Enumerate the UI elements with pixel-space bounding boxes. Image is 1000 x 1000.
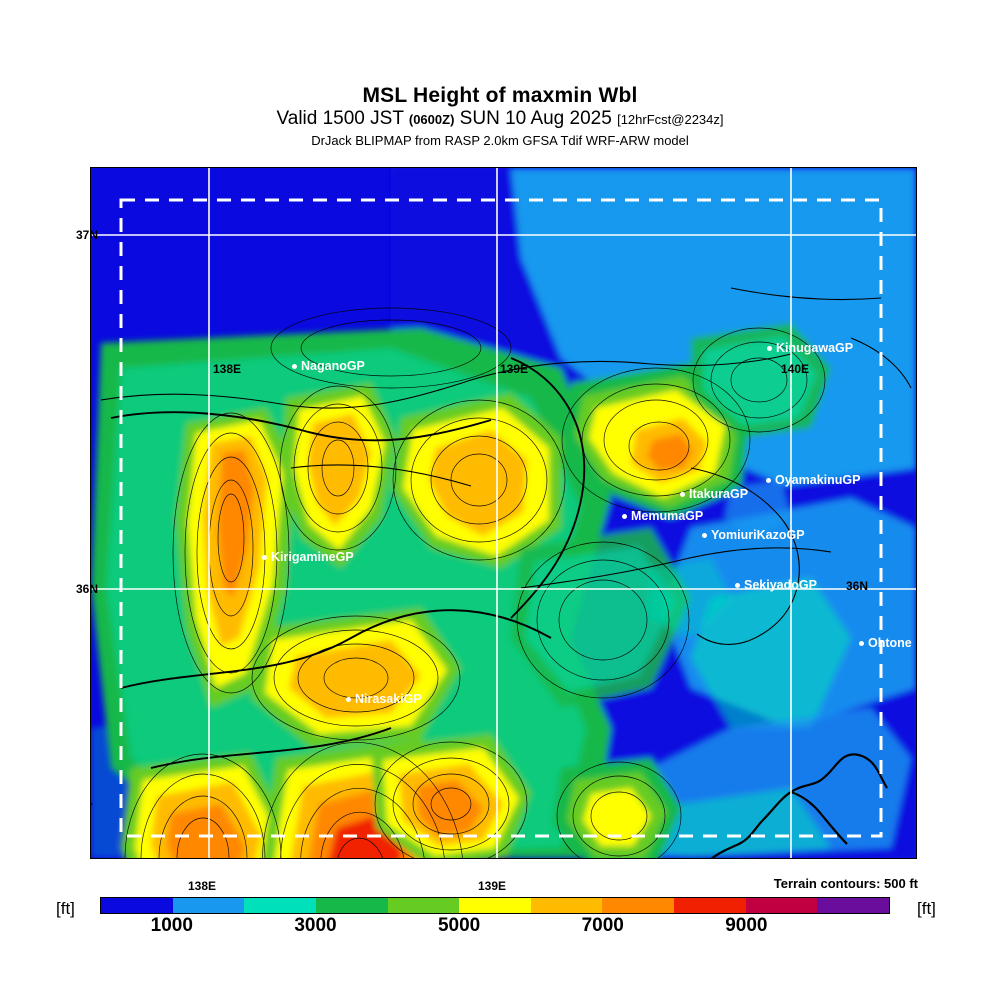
colorbar-swatch-2 [244, 898, 316, 913]
colorbar-swatch-4 [387, 898, 460, 913]
valid-prefix: Valid 1500 JST [276, 108, 409, 129]
map-canvas[interactable]: 138E 139E 140E 36N NaganoGP KirigamineGP… [90, 167, 917, 859]
colorbar-tick-1000: 1000 [150, 915, 193, 936]
axis-label-139E-bottom: 139E [478, 879, 507, 893]
valid-zulu: (0600Z) [408, 112, 455, 127]
colorbar-swatch-5 [459, 898, 531, 913]
colorbar-swatch-8 [674, 898, 746, 913]
latlon-gridlines [91, 168, 916, 858]
major-contours [110, 357, 586, 769]
colorbar-tick-9000: 9000 [725, 915, 768, 936]
coastline [710, 753, 888, 858]
axis-label-36N-left: 36N [76, 582, 99, 596]
terrain-heatmap-svg [91, 168, 916, 858]
colorbar-unit-right: [ft] [917, 899, 936, 918]
grid-label-139E-top: 139E [500, 362, 529, 376]
valid-suffix: SUN 10 Aug 2025 [454, 108, 618, 129]
colorbar-swatch-7 [602, 898, 675, 913]
colorbar-tick-3000: 3000 [294, 915, 337, 936]
valid-time-line: Valid 1500 JST (0600Z) SUN 10 Aug 2025 [… [0, 108, 1000, 131]
terrain-contours [91, 307, 826, 858]
terrain-contour-note: Terrain contours: 500 ft [773, 876, 918, 891]
colorbar-tick-5000: 5000 [437, 915, 481, 936]
forecast-tag: [12hrFcst@2234z] [617, 112, 724, 127]
colorbar[interactable] [100, 897, 890, 914]
colorbar-unit-left: [ft] [56, 899, 75, 918]
colorbar-swatch-0 [101, 898, 173, 913]
colorbar-swatch-3 [315, 898, 388, 913]
page-title: MSL Height of maxmin Wbl [362, 84, 638, 107]
axis-label-138E-bottom: 138E [188, 879, 217, 893]
colorbar-swatch-10 [817, 898, 890, 913]
colorbar-tick-7000: 7000 [581, 915, 624, 936]
colorbar-swatch-1 [172, 898, 245, 913]
grid-label-138E-top: 138E [213, 362, 242, 376]
river-lines [100, 287, 912, 645]
axis-label-37N-left: 37N [76, 228, 99, 242]
colorbar-swatch-9 [745, 898, 818, 913]
colorbar-swatch-6 [530, 898, 603, 913]
grid-label-140E-top: 140E [781, 362, 810, 376]
model-source: DrJack BLIPMAP from RASP 2.0km GFSA Tdif… [311, 133, 689, 148]
domain-boundary-box [119, 198, 883, 838]
title-block: MSL Height of maxmin Wbl Valid 1500 JST … [0, 84, 1000, 149]
grid-label-36N-right: 36N [846, 579, 869, 593]
